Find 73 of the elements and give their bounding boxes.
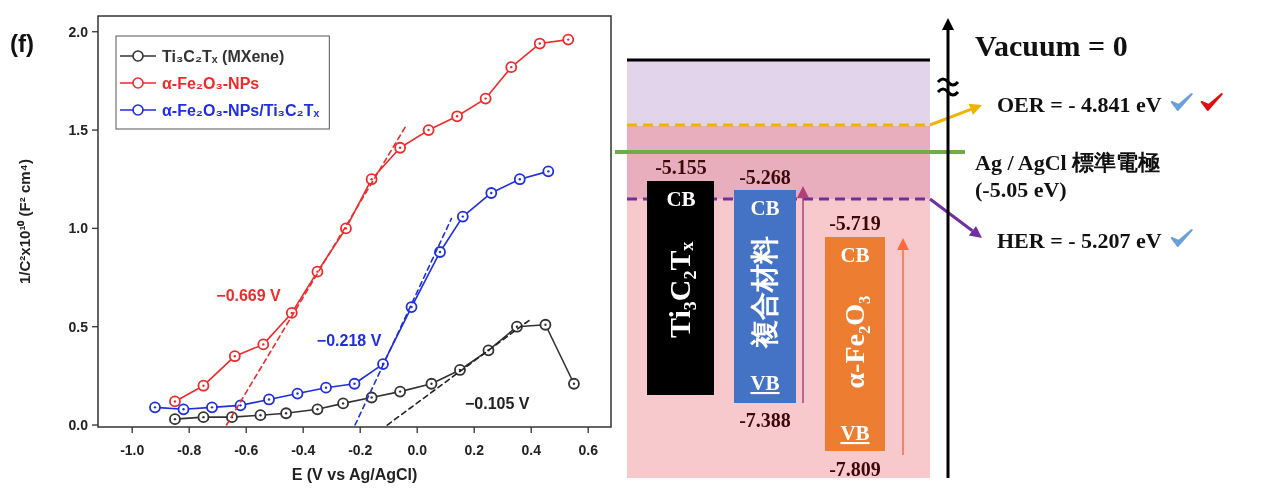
point bbox=[562, 33, 575, 46]
text: -7.809 bbox=[829, 458, 881, 480]
legend-label: α-Fe₂O₃-NPs bbox=[162, 75, 260, 92]
point bbox=[254, 409, 267, 422]
x-tick-label: -0.4 bbox=[291, 442, 316, 458]
text: (-5.05 eV) bbox=[975, 177, 1067, 202]
text: Ti₃C₂Tₓ bbox=[663, 241, 696, 339]
text: -7.388 bbox=[739, 409, 791, 431]
x-tick-label: 0.0 bbox=[407, 442, 428, 458]
point bbox=[337, 397, 349, 410]
x-tick-label: -0.8 bbox=[177, 442, 202, 458]
point bbox=[149, 401, 161, 414]
point bbox=[197, 379, 210, 392]
point bbox=[257, 338, 270, 351]
legend-label: Ti₃C₂Tₓ (MXene) bbox=[162, 48, 285, 65]
point bbox=[311, 403, 324, 416]
point bbox=[197, 411, 210, 424]
point bbox=[394, 141, 406, 154]
point bbox=[422, 124, 435, 136]
text: α-Fe₂O₃ bbox=[839, 295, 870, 389]
point bbox=[206, 401, 218, 414]
text: -5.155 bbox=[655, 156, 707, 178]
text: -5.268 bbox=[739, 166, 791, 188]
point bbox=[479, 92, 492, 105]
y-tick-label: 2.0 bbox=[68, 23, 89, 40]
text: HER = - 5.207 eV bbox=[997, 228, 1162, 253]
point bbox=[291, 387, 304, 400]
annotation: −0.105 V bbox=[465, 395, 530, 413]
text: CB bbox=[750, 196, 780, 220]
text: VB bbox=[750, 371, 780, 395]
point bbox=[533, 37, 546, 50]
text: CB bbox=[666, 187, 696, 211]
point bbox=[451, 110, 463, 123]
text: OER = - 4.841 eV bbox=[997, 92, 1162, 117]
x-tick-label: -0.2 bbox=[348, 442, 373, 458]
x-tick-label: -0.6 bbox=[234, 442, 259, 458]
y-tick-label: 0.0 bbox=[68, 417, 89, 434]
annotation: −0.218 V bbox=[316, 332, 382, 350]
point bbox=[263, 393, 275, 406]
x-tick-label: -1.0 bbox=[120, 442, 145, 458]
text: VB bbox=[840, 421, 870, 445]
point bbox=[505, 61, 518, 74]
point bbox=[542, 165, 555, 178]
y-axis-title: 1/C²x10¹⁰ (F² cm⁴) bbox=[16, 159, 33, 284]
point bbox=[169, 395, 181, 408]
point bbox=[177, 403, 190, 416]
y-tick-label: 1.0 bbox=[68, 220, 89, 237]
y-tick-label: 1.5 bbox=[68, 122, 89, 139]
x-tick-label: 0.2 bbox=[464, 442, 485, 458]
text: -5.719 bbox=[829, 212, 881, 234]
point bbox=[280, 407, 292, 420]
point bbox=[169, 413, 181, 426]
point bbox=[456, 210, 469, 223]
point bbox=[425, 377, 438, 390]
y-tick-label: 0.5 bbox=[68, 318, 89, 335]
text: Vacuum = 0 bbox=[975, 29, 1128, 62]
point bbox=[348, 377, 361, 390]
x-tick-label: 0.4 bbox=[521, 442, 542, 458]
legend-label: α-Fe₂O₃-NPs/Ti₃C₂Tₓ bbox=[162, 102, 320, 119]
text: Ag / AgCl 標準電極 bbox=[975, 150, 1161, 175]
text: CB bbox=[840, 243, 870, 267]
text: (f) bbox=[10, 30, 34, 57]
point bbox=[485, 187, 498, 199]
point bbox=[513, 173, 526, 186]
point bbox=[320, 381, 332, 394]
point bbox=[539, 318, 552, 331]
point bbox=[394, 385, 406, 398]
point bbox=[568, 377, 580, 390]
text: 複合材料 bbox=[749, 236, 780, 349]
x-tick-label: 0.6 bbox=[578, 442, 599, 458]
point bbox=[228, 350, 241, 363]
x-axis-title: E (V vs Ag/AgCl) bbox=[291, 466, 418, 483]
annotation: −0.669 V bbox=[216, 287, 282, 305]
